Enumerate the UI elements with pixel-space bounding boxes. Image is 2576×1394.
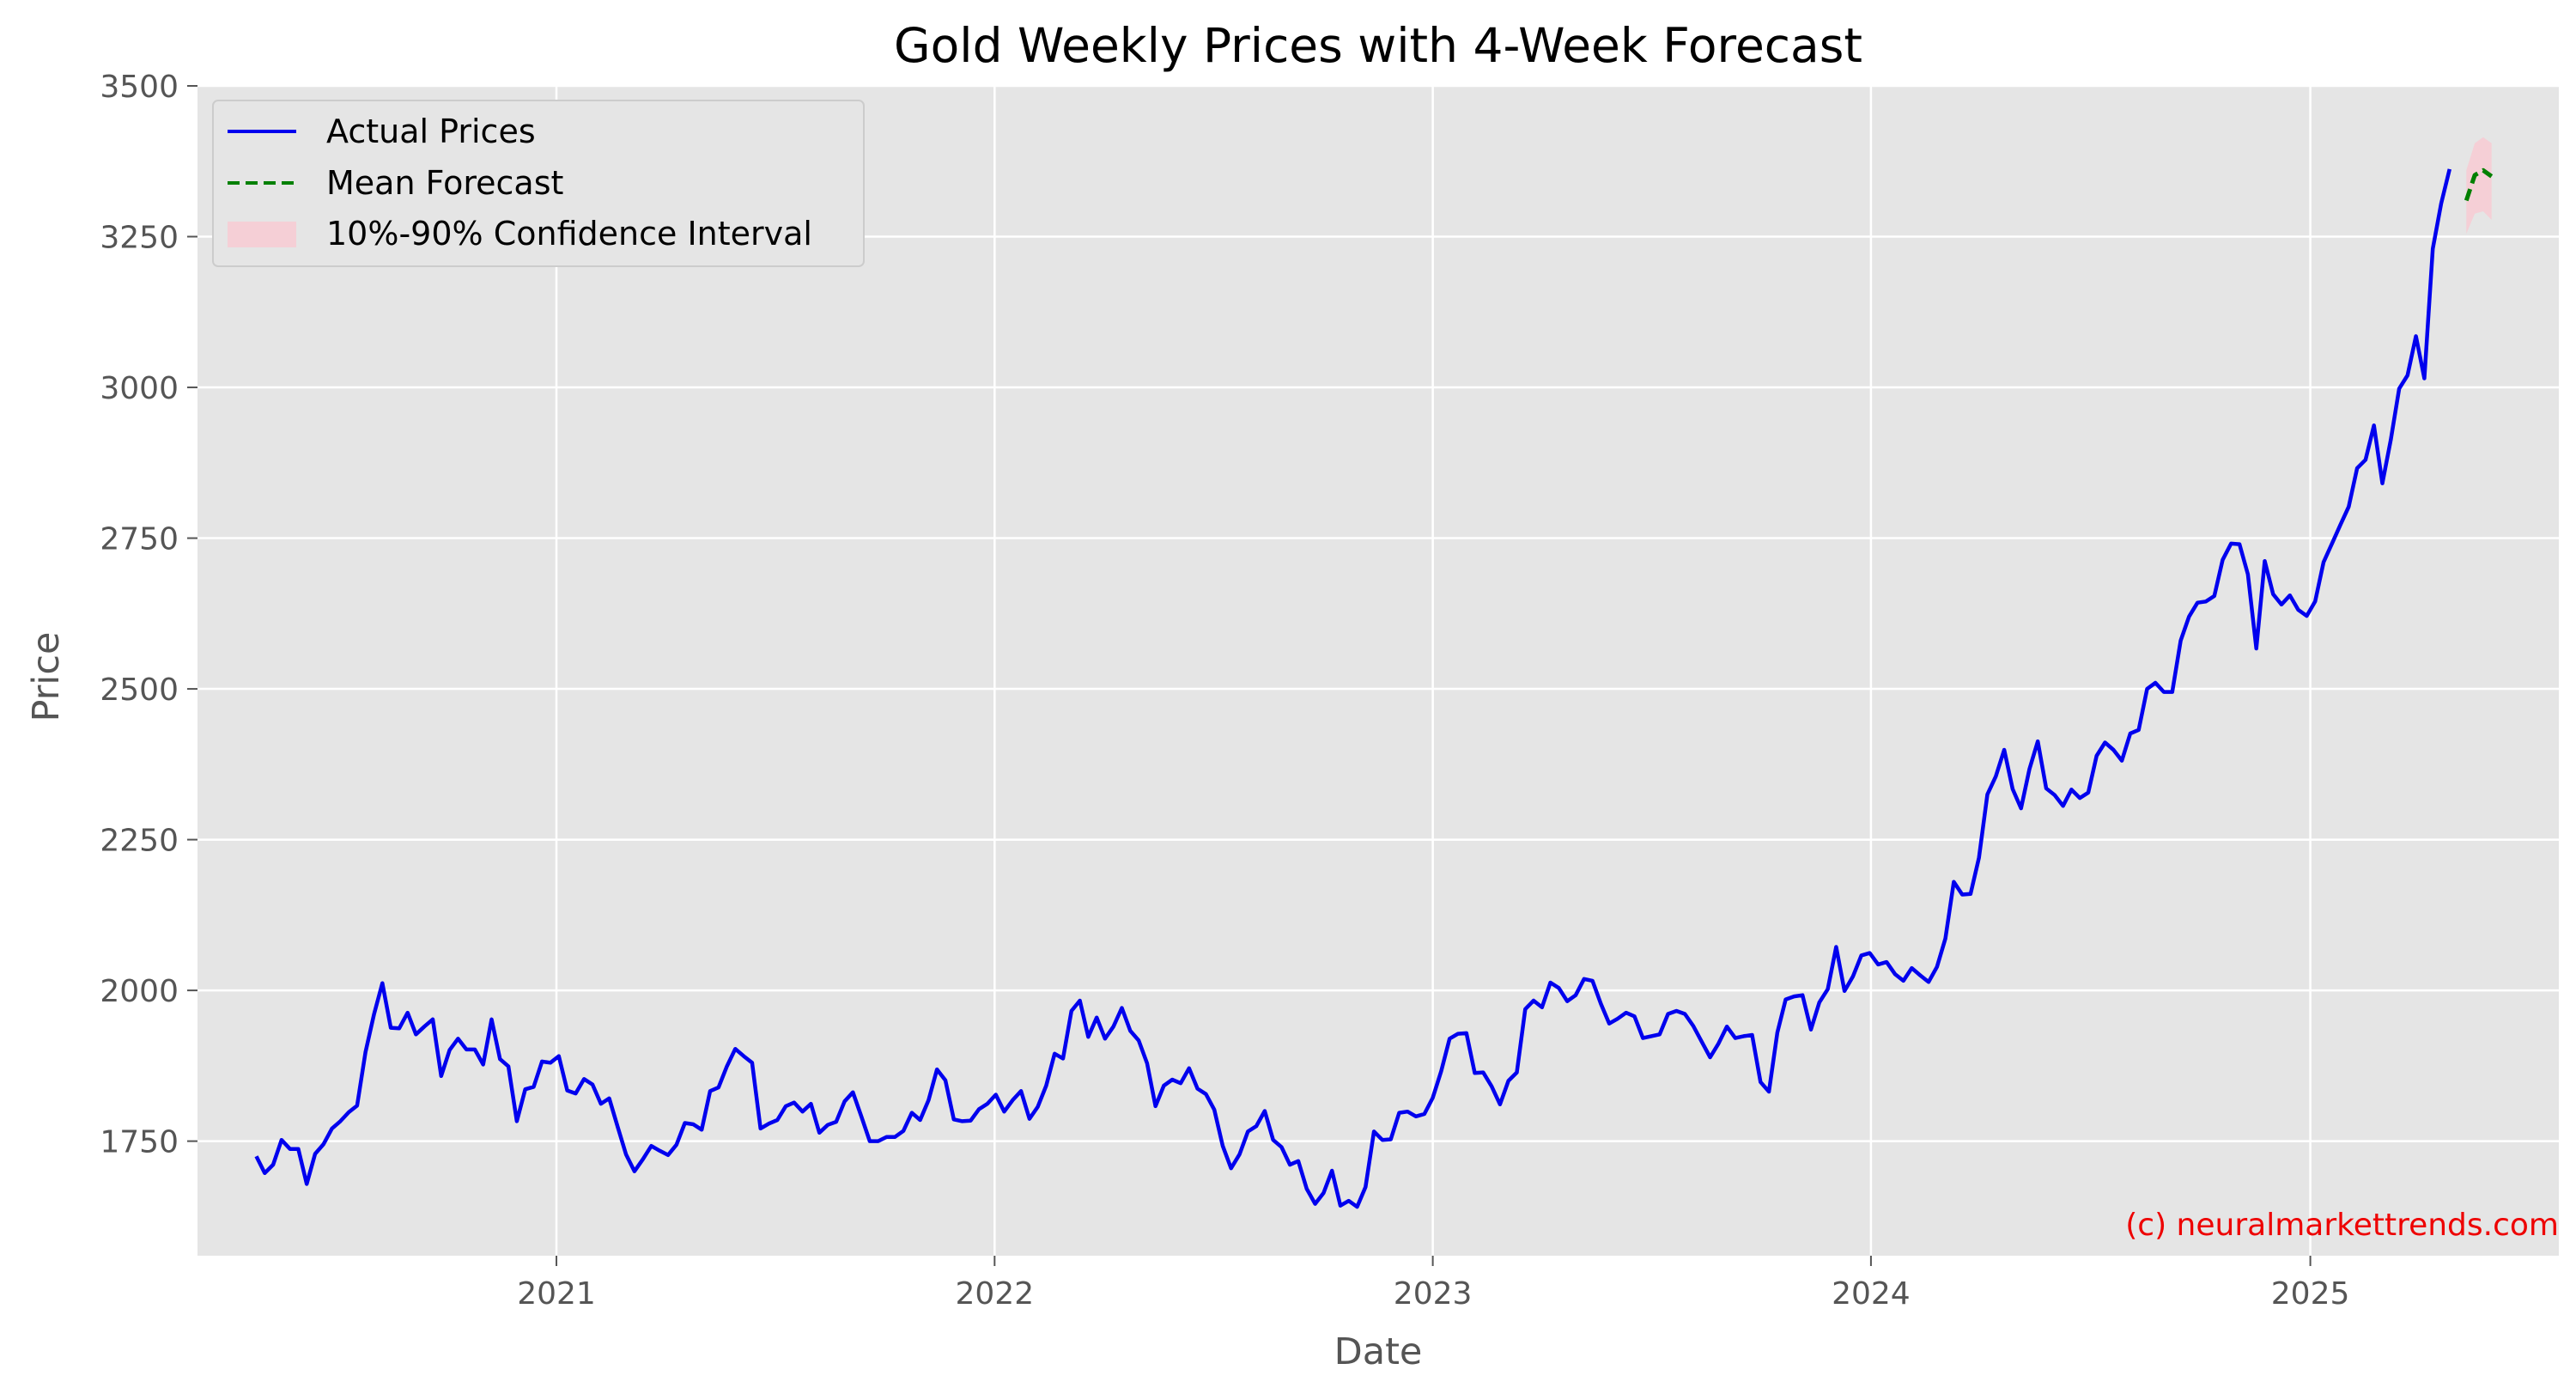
x-tick-label: 2021 (517, 1276, 596, 1312)
series-layer (254, 167, 2494, 1209)
mean-forecast-line (2464, 167, 2494, 202)
x-tick-label: 2025 (2271, 1276, 2350, 1312)
legend: Actual Prices Mean Forecast 10%-90% Conf… (212, 100, 865, 267)
x-tick-label: 2022 (956, 1276, 1035, 1312)
y-tick-label: 3500 (100, 70, 179, 105)
y-tick-label: 2000 (100, 974, 179, 1009)
x-tick-label: 2023 (1394, 1276, 1473, 1312)
y-axis-label: Price (25, 632, 68, 722)
y-tick-label: 2250 (100, 824, 179, 859)
legend-band-label: 10%-90% Confidence Interval (326, 215, 812, 253)
y-tick-label: 3250 (100, 221, 179, 256)
x-tick-label: 2024 (1832, 1276, 1911, 1312)
tick-layer: 1750 2000 2250 2500 2750 3000 3250 3500 2021 2022… (100, 70, 2349, 1312)
grid-lines (197, 84, 2559, 1256)
y-tick-label: 2750 (100, 522, 179, 557)
y-tick-label: 3000 (100, 371, 179, 406)
confidence-interval-band (2466, 137, 2492, 234)
legend-actual-label: Actual Prices (326, 113, 536, 150)
legend-forecast-label: Mean Forecast (326, 164, 563, 202)
chart-title: Gold Weekly Prices with 4-Week Forecast (894, 18, 1862, 73)
x-axis-label: Date (1334, 1330, 1423, 1373)
legend-box (212, 100, 865, 267)
actual-prices-line (254, 168, 2451, 1209)
plot-background (197, 86, 2559, 1256)
y-tick-label: 2500 (100, 673, 179, 708)
legend-band-swatch (228, 222, 296, 247)
y-tick-label: 1750 (100, 1125, 179, 1160)
confidence-band-layer (2466, 137, 2492, 234)
watermark: (c) neuralmarkettrends.com (2125, 1208, 2559, 1243)
